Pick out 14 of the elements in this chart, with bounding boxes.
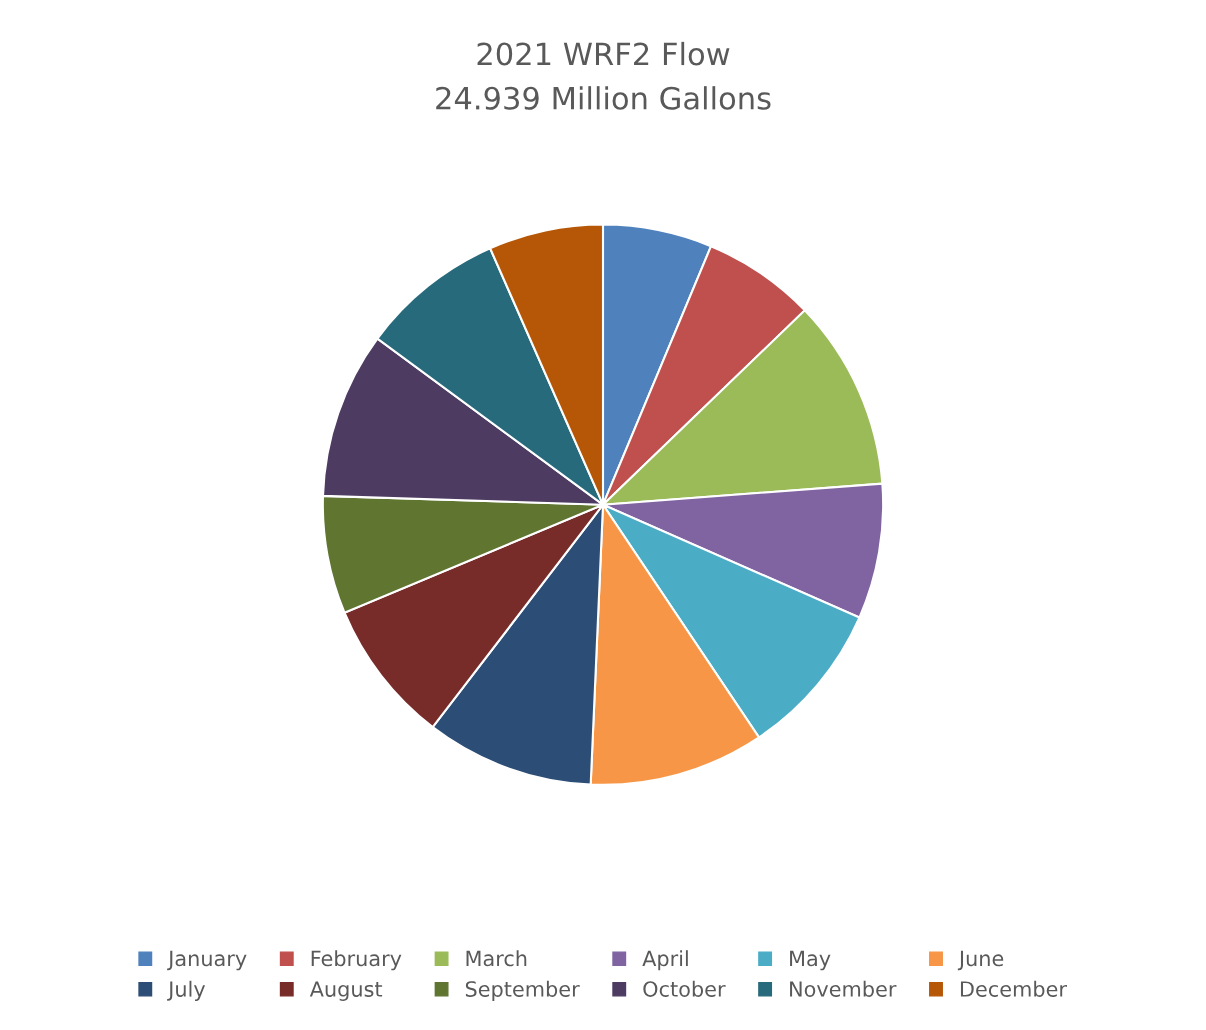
legend-label: April: [642, 950, 688, 971]
legend-label: July: [167, 980, 206, 1001]
legend-label: November: [790, 980, 897, 997]
legend-label: February: [311, 950, 402, 971]
legend-label: August: [309, 981, 383, 1001]
legend-label: May: [790, 950, 831, 971]
legend-label: December: [960, 980, 1067, 997]
chart-title: 2021 WRF2 Flow: [477, 41, 730, 66]
legend-label: January: [167, 950, 247, 971]
legend-label: March: [466, 950, 527, 967]
chart-subtitle: 24.939 Million Gallons: [436, 86, 771, 110]
legend-label: October: [643, 980, 726, 997]
legend-label: June: [957, 950, 1004, 971]
legend-label: September: [465, 980, 580, 1001]
